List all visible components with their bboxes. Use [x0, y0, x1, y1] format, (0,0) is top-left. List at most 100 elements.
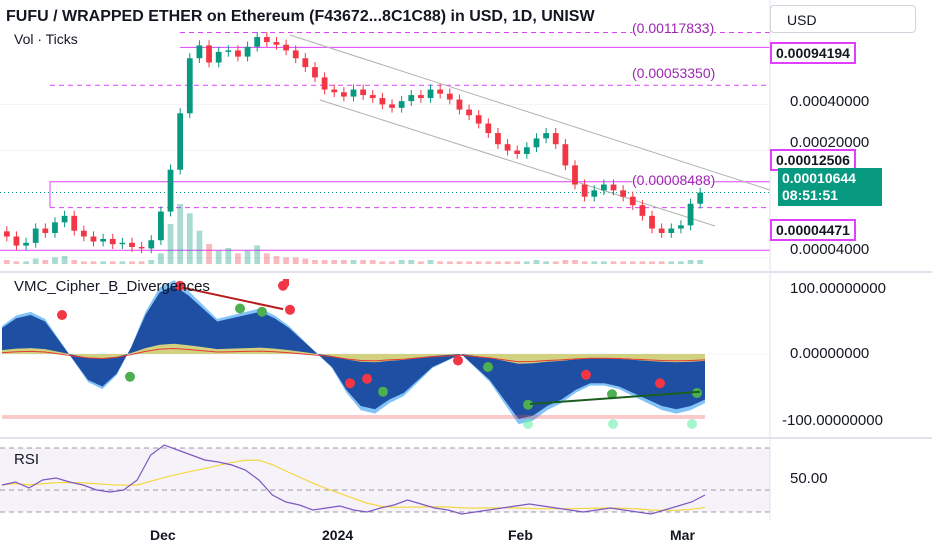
candle-body — [273, 42, 280, 45]
candle-body — [369, 95, 376, 99]
candle-body — [600, 184, 607, 191]
volume-bar — [446, 261, 453, 264]
volume-bar — [552, 261, 559, 264]
channel-lower — [319, 99, 716, 227]
volume-bar — [109, 261, 116, 264]
buy-dot — [378, 386, 388, 397]
cipher-axis-label: 100.00000000 — [790, 280, 886, 297]
volume-bar — [273, 256, 280, 264]
level-label: (0.00117833) — [632, 20, 715, 36]
volume-bar — [581, 261, 588, 264]
wave-dark — [2, 285, 705, 419]
candle-body — [100, 238, 107, 242]
price-tag: 0.00004471 — [770, 219, 856, 241]
volume-bar — [369, 260, 376, 264]
candle-body — [167, 169, 174, 212]
volume-bar — [572, 260, 578, 264]
price-tag: 0.00094194 — [770, 42, 856, 64]
candle-body — [283, 44, 289, 51]
volume-bar — [186, 213, 193, 264]
sell-dot — [175, 280, 185, 291]
cipher-panel — [1, 279, 706, 429]
buy-signal-dot — [687, 419, 697, 429]
volume-bar — [331, 260, 338, 264]
candle-body — [620, 190, 627, 197]
candle-body — [119, 242, 126, 245]
volume-bar — [283, 257, 289, 264]
volume-bar — [408, 260, 415, 264]
bearish-divergence-line — [182, 286, 284, 311]
candle-body — [398, 101, 405, 108]
volume-bar — [475, 261, 482, 264]
volume-bar — [206, 244, 212, 264]
candle-body — [340, 92, 347, 97]
candle-body — [418, 95, 424, 99]
volume-bar — [697, 260, 704, 264]
vwap-line — [1, 347, 706, 363]
volume-bar — [292, 257, 299, 264]
sell-dot — [57, 310, 67, 320]
candle-body — [138, 246, 145, 249]
volume-bar — [340, 260, 347, 264]
volume-indicator-label: Vol · Ticks — [14, 31, 78, 47]
volume-bar — [418, 261, 424, 264]
candle-body — [523, 147, 530, 154]
level-label: (0.00053350) — [632, 65, 716, 81]
currency-selector[interactable]: USD — [770, 5, 916, 33]
buy-signal-dot — [523, 419, 533, 429]
volume-bar — [620, 261, 627, 264]
candle-body — [350, 89, 357, 97]
cipher-panel-title: VMC_Cipher_B_Divergences — [14, 278, 210, 295]
candle-body — [23, 242, 29, 246]
volume-bar — [196, 230, 203, 264]
volume-bar — [485, 261, 492, 264]
candle-body — [427, 89, 434, 99]
candle-body — [206, 45, 212, 63]
volume-bar — [177, 204, 184, 264]
rsi-line — [1, 444, 706, 515]
buy-signal-dot — [608, 419, 618, 429]
candle-body — [80, 230, 87, 237]
candle-body — [533, 138, 540, 148]
volume-bar — [321, 260, 328, 264]
sell-dot — [655, 378, 665, 389]
volume-bar — [42, 260, 49, 264]
candle-body — [687, 203, 694, 226]
volume-bar — [495, 261, 501, 264]
volume-bar — [379, 261, 386, 264]
price-axis-label: 0.00040000 — [790, 93, 870, 110]
candle-body — [379, 98, 386, 105]
volume-bar — [263, 253, 270, 264]
volume-bar — [23, 261, 29, 264]
candles — [3, 31, 704, 254]
candle-body — [331, 89, 338, 93]
bullish-divergence-line — [529, 390, 701, 406]
cipher-axis-label: -100.00000000 — [782, 412, 883, 429]
candle-body — [61, 215, 68, 223]
volume-bar — [591, 261, 598, 264]
candle-body — [215, 51, 222, 63]
volume-bar — [398, 260, 405, 264]
candle-body — [552, 133, 559, 145]
volume-bar — [610, 261, 617, 264]
price-axis-label: 0.00020000 — [790, 134, 870, 151]
volume-bar — [504, 261, 511, 264]
candle-body — [292, 50, 299, 59]
volume-bar — [3, 260, 10, 264]
candle-body — [52, 222, 58, 233]
candle-body — [109, 238, 116, 245]
buy-dot — [257, 306, 267, 317]
volume-bar — [687, 260, 694, 264]
rsi-band — [0, 448, 770, 512]
volume-bar — [437, 261, 444, 264]
volume-bar — [514, 261, 521, 264]
wave-light — [2, 280, 705, 425]
candle-body — [196, 45, 203, 59]
candle-body — [649, 215, 655, 229]
sell-dot — [283, 279, 289, 286]
volume-bar — [639, 261, 646, 264]
current-price-tag: 0.00010644 08:51:51 — [778, 168, 882, 206]
volume-bar — [71, 260, 78, 264]
volume-bar — [456, 261, 463, 264]
candle-body — [485, 123, 492, 134]
